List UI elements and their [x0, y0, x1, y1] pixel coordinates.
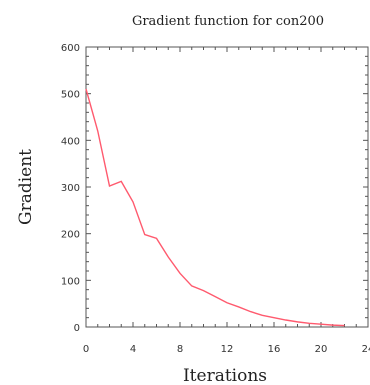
y-tick-label: 600 — [61, 43, 80, 54]
y-tick-label: 100 — [61, 276, 80, 287]
x-tick-label: 16 — [268, 344, 281, 355]
x-tick-label: 8 — [177, 344, 183, 355]
y-tick-label: 300 — [61, 183, 80, 194]
x-tick-label: 20 — [315, 344, 328, 355]
series-group — [85, 88, 345, 327]
series-line — [85, 88, 345, 327]
y-tick-label: 0 — [74, 323, 80, 334]
plot-frame — [85, 46, 369, 328]
axis-tick-labels: 0 4 8 12 16 20 24 0 100 200 300 400 500 600 — [61, 43, 370, 355]
x-tick-label: 4 — [130, 344, 136, 355]
x-tick-label: 24 — [362, 344, 370, 355]
chart-title: Gradient function for con200 — [132, 14, 324, 29]
y-tick-label: 200 — [61, 230, 80, 241]
y-axis-label: Gradient — [16, 149, 36, 225]
x-tick-label: 0 — [83, 344, 89, 355]
axis-ticks — [85, 46, 369, 328]
x-tick-label: 12 — [221, 344, 234, 355]
y-tick-label: 500 — [61, 90, 80, 101]
y-tick-label: 400 — [61, 136, 80, 147]
x-axis-label: Iterations — [183, 366, 267, 385]
